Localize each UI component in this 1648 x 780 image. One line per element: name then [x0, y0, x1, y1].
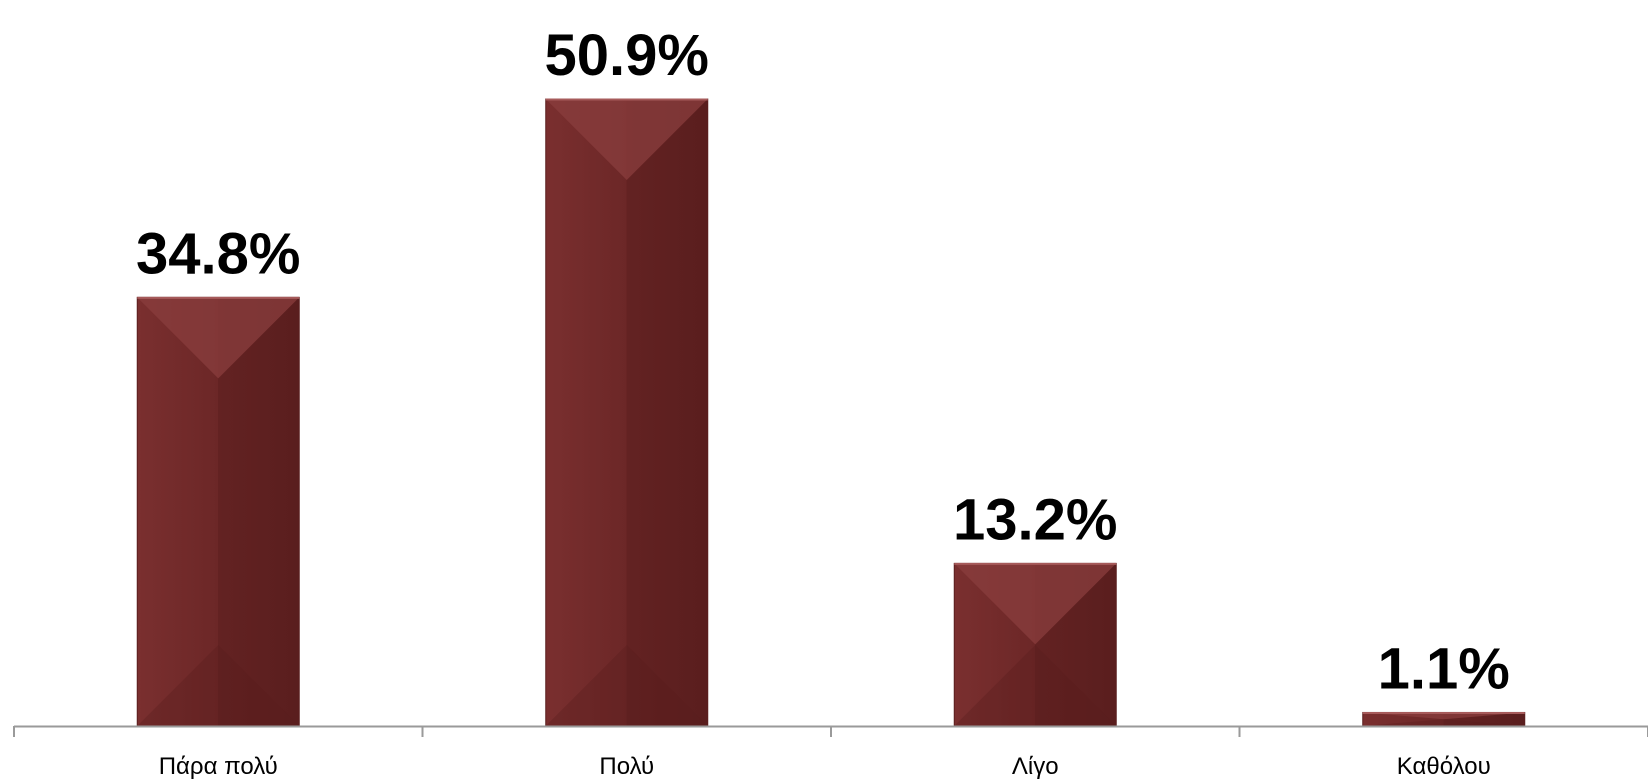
- bar-bevel-top: [545, 99, 708, 180]
- x-tick-label: Πάρα πολύ: [159, 753, 278, 780]
- bar-group: [136, 296, 300, 727]
- labels-layer: 34.8% Πάρα πολύ 50.9% Πολύ 13.2% Λίγο 1.1% Καθό…: [136, 23, 1510, 780]
- x-axis: [13, 725, 1648, 737]
- bar-group: [1362, 711, 1526, 727]
- bar-group: [953, 562, 1117, 727]
- data-label: 50.9%: [545, 23, 709, 88]
- bar-bevel-top: [1362, 712, 1525, 720]
- bars-layer: [136, 98, 1526, 727]
- data-label: 1.1%: [1378, 636, 1510, 701]
- bar-bevel-bottom: [954, 645, 1117, 726]
- bar-bevel-top: [954, 563, 1117, 645]
- bar-bevel-top: [137, 297, 300, 379]
- bar-bevel-bottom: [545, 645, 708, 726]
- bar: [545, 98, 709, 727]
- x-tick-label: Λίγο: [1012, 753, 1059, 780]
- bar-group: [545, 98, 709, 727]
- data-label: 13.2%: [953, 487, 1117, 552]
- x-tick-label: Πολύ: [599, 753, 654, 780]
- x-tick-label: Καθόλου: [1397, 753, 1491, 780]
- bar-bevel-bottom: [137, 645, 300, 726]
- bar-bevel-bottom: [1362, 719, 1525, 726]
- data-label: 34.8%: [136, 221, 300, 286]
